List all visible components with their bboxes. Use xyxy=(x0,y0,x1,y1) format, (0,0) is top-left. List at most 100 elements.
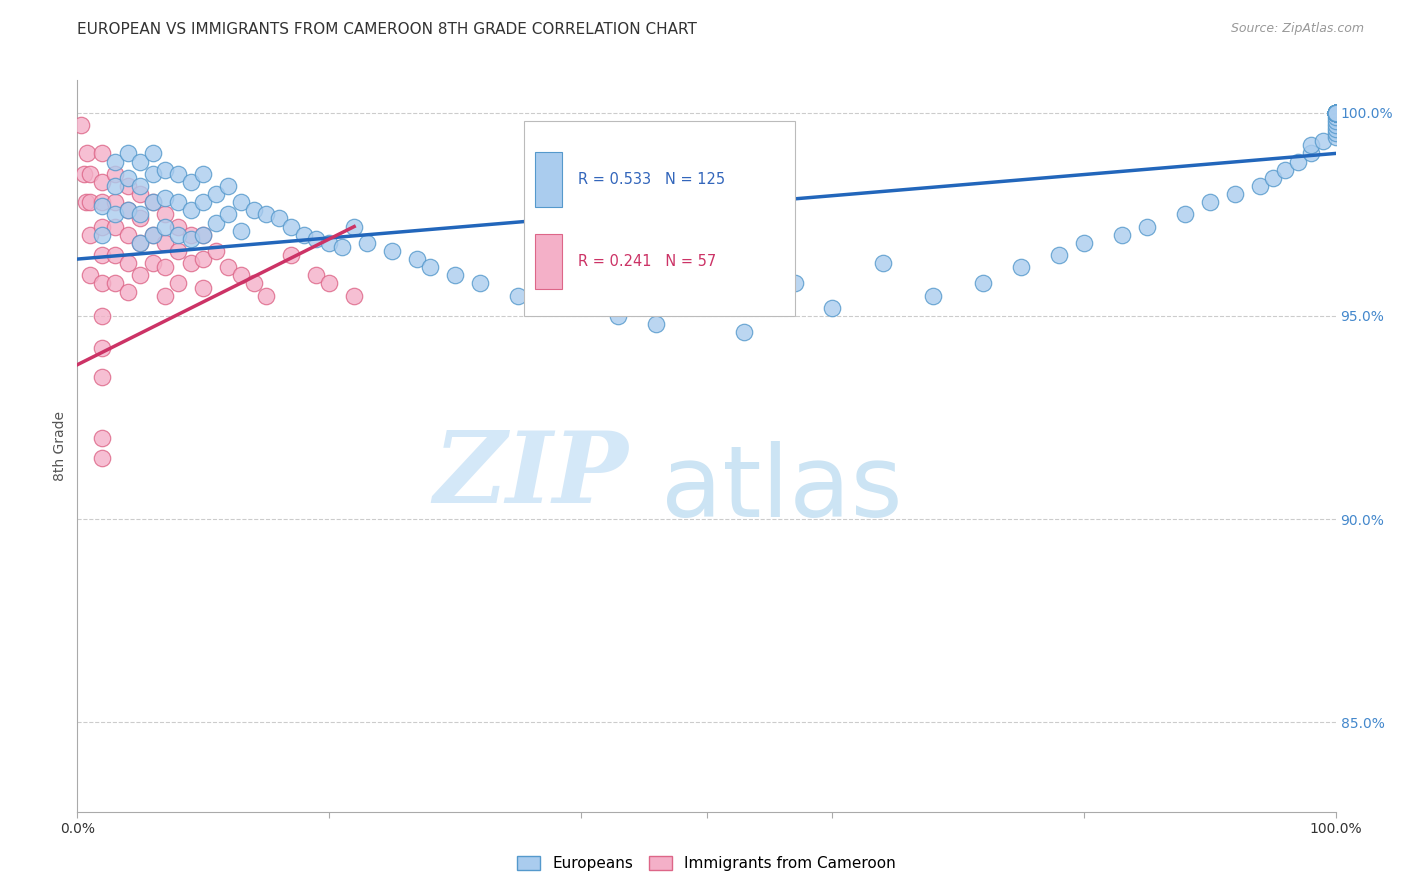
Point xyxy=(142,195,165,210)
Point xyxy=(167,167,190,181)
Point xyxy=(1324,105,1347,120)
Point xyxy=(1324,114,1347,128)
Point xyxy=(1324,105,1347,120)
Point xyxy=(1274,162,1296,177)
Point xyxy=(1324,105,1347,120)
Point xyxy=(1324,105,1347,120)
Point xyxy=(79,268,101,283)
Text: Source: ZipAtlas.com: Source: ZipAtlas.com xyxy=(1230,22,1364,36)
Point xyxy=(1324,105,1347,120)
Point xyxy=(506,288,529,302)
Point xyxy=(305,268,328,283)
Point xyxy=(117,146,139,161)
Point xyxy=(117,203,139,218)
Point xyxy=(1324,105,1347,120)
Point xyxy=(1324,105,1347,120)
Point xyxy=(1324,105,1347,120)
Point xyxy=(280,248,302,262)
Point xyxy=(91,277,114,291)
Point xyxy=(1324,105,1347,120)
Point xyxy=(1324,105,1347,120)
Point xyxy=(91,175,114,189)
Point xyxy=(91,248,114,262)
Point xyxy=(569,293,592,307)
Point xyxy=(180,175,202,189)
Point xyxy=(1324,130,1347,145)
Point xyxy=(129,187,152,202)
Point xyxy=(191,252,215,266)
Point xyxy=(229,224,252,238)
Text: EUROPEAN VS IMMIGRANTS FROM CAMEROON 8TH GRADE CORRELATION CHART: EUROPEAN VS IMMIGRANTS FROM CAMEROON 8TH… xyxy=(77,22,697,37)
Point xyxy=(696,268,718,283)
Point xyxy=(91,370,114,384)
Point xyxy=(343,219,366,234)
Point xyxy=(155,260,177,275)
Point xyxy=(117,203,139,218)
Point xyxy=(104,207,127,221)
Point xyxy=(117,178,139,193)
Point xyxy=(76,146,98,161)
Point xyxy=(79,167,101,181)
Point xyxy=(142,195,165,210)
Point xyxy=(1324,105,1347,120)
Point xyxy=(142,227,165,242)
Point xyxy=(191,227,215,242)
Point xyxy=(1312,134,1334,148)
Point xyxy=(1324,105,1347,120)
Point xyxy=(1324,126,1347,140)
Point xyxy=(91,146,114,161)
Point xyxy=(1010,260,1032,275)
Point xyxy=(1324,105,1347,120)
Point xyxy=(79,227,101,242)
Point xyxy=(129,211,152,226)
Point xyxy=(79,195,101,210)
Point xyxy=(1324,105,1347,120)
Point xyxy=(142,167,165,181)
Legend: Europeans, Immigrants from Cameroon: Europeans, Immigrants from Cameroon xyxy=(512,850,901,877)
Point xyxy=(229,268,252,283)
Point xyxy=(292,227,315,242)
Point xyxy=(142,146,165,161)
Point xyxy=(91,451,114,466)
Point xyxy=(343,288,366,302)
Bar xyxy=(534,153,562,207)
Point xyxy=(129,207,152,221)
Point xyxy=(72,167,94,181)
Point xyxy=(607,309,630,323)
Point xyxy=(1324,105,1347,120)
Point xyxy=(419,260,441,275)
Point xyxy=(1324,105,1347,120)
Text: atlas: atlas xyxy=(661,442,903,539)
Point xyxy=(104,167,127,181)
Point xyxy=(356,235,378,250)
Point xyxy=(468,277,491,291)
Point xyxy=(330,240,353,254)
Point xyxy=(544,277,567,291)
Point xyxy=(142,227,165,242)
Point xyxy=(167,195,190,210)
Point xyxy=(1324,105,1347,120)
Point xyxy=(91,219,114,234)
Point xyxy=(1324,105,1347,120)
Point xyxy=(645,317,668,331)
Point xyxy=(1324,105,1347,120)
Point xyxy=(1324,105,1347,120)
Point xyxy=(91,431,114,445)
Text: R = 0.533   N = 125: R = 0.533 N = 125 xyxy=(578,172,725,187)
Point xyxy=(1324,105,1347,120)
Point xyxy=(783,277,806,291)
Point xyxy=(180,256,202,270)
Point xyxy=(1324,122,1347,136)
Point xyxy=(204,215,226,229)
Point xyxy=(91,227,114,242)
Point xyxy=(155,207,177,221)
Point xyxy=(91,199,114,213)
Point xyxy=(155,235,177,250)
Point xyxy=(91,342,114,356)
Point xyxy=(217,178,239,193)
Point xyxy=(1299,146,1322,161)
Point xyxy=(191,227,215,242)
Point xyxy=(1324,118,1347,132)
Point xyxy=(191,280,215,294)
Point xyxy=(167,219,190,234)
